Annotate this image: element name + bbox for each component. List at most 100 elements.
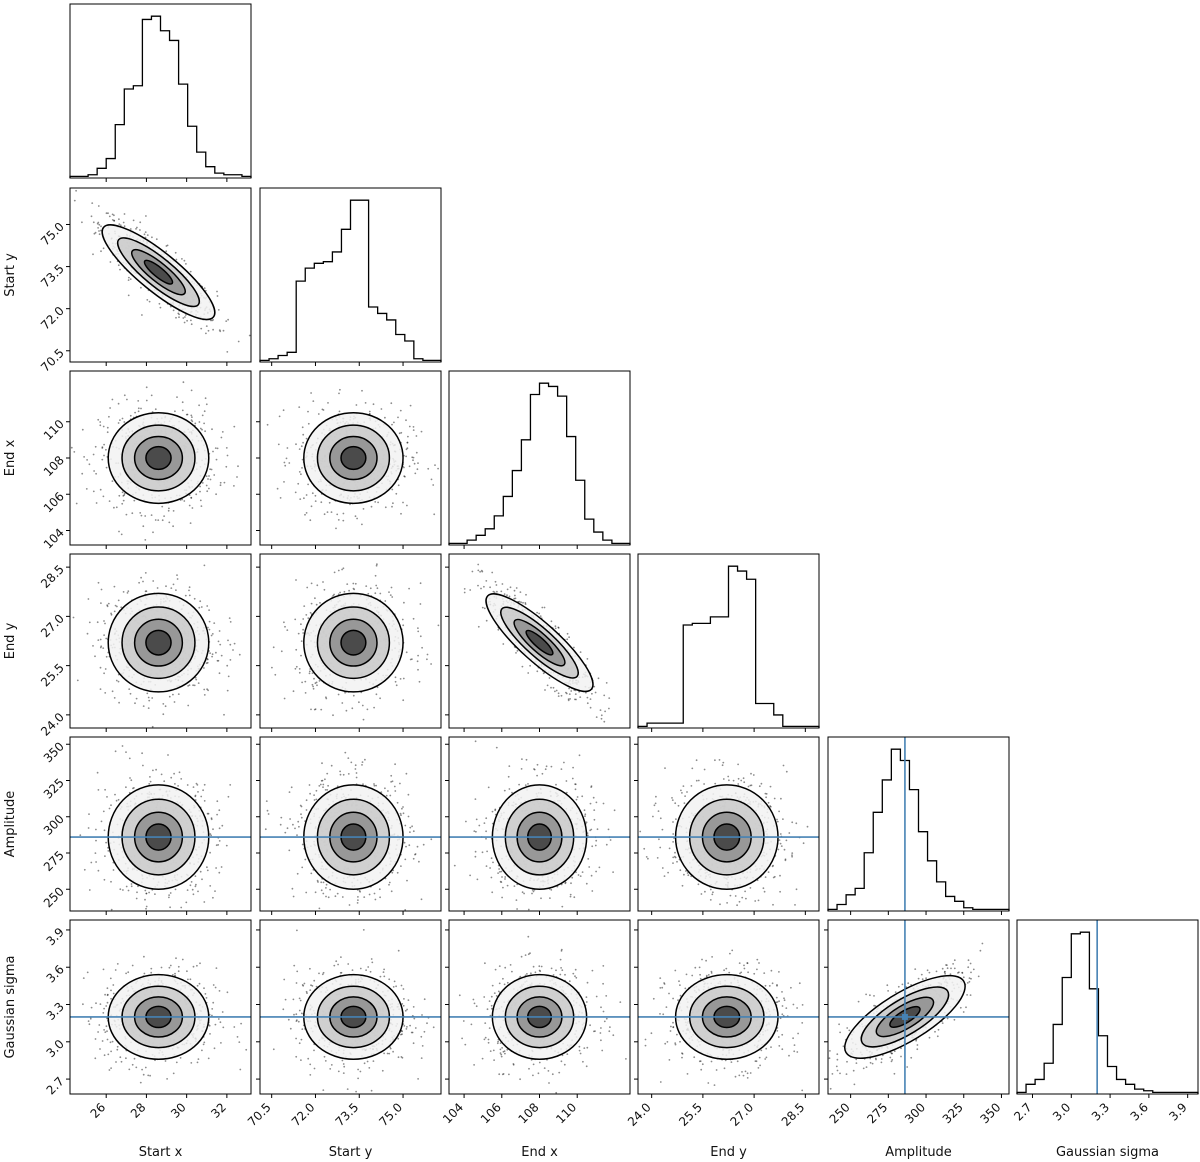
sample-point <box>175 589 177 591</box>
sample-point <box>188 594 191 597</box>
sample-point <box>237 465 239 468</box>
sample-point <box>437 624 440 627</box>
sample-point <box>148 891 151 894</box>
sample-point <box>480 569 483 572</box>
sample-point <box>292 690 295 693</box>
sample-point <box>119 419 121 421</box>
sample-point <box>295 648 298 651</box>
sample-point <box>219 330 222 333</box>
sample-point <box>154 408 157 411</box>
sample-point <box>140 576 143 579</box>
histogram-end_y <box>637 565 820 728</box>
sample-point <box>198 606 201 609</box>
sample-point <box>557 626 560 629</box>
sample-point <box>322 881 325 884</box>
sample-point <box>73 451 76 453</box>
sample-point <box>191 416 193 418</box>
sample-point <box>108 215 111 218</box>
sample-point <box>134 411 137 414</box>
sample-point <box>362 783 364 786</box>
sample-point <box>207 478 209 480</box>
sample-point <box>93 470 95 472</box>
sample-point <box>300 816 303 819</box>
sample-point <box>201 878 203 881</box>
sample-point <box>168 894 171 896</box>
sample-point <box>189 884 192 887</box>
sample-point <box>162 713 165 716</box>
sample-point <box>209 468 212 471</box>
sample-point <box>333 593 335 596</box>
sample-point <box>178 771 181 774</box>
sample-point <box>390 774 393 777</box>
sample-point <box>163 780 166 783</box>
sample-point <box>118 701 120 704</box>
sample-point <box>402 677 405 680</box>
sample-point <box>212 450 214 453</box>
sample-point <box>516 650 519 652</box>
sample-point <box>418 860 420 863</box>
sample-point <box>313 794 315 796</box>
sample-point <box>205 325 208 327</box>
sample-point <box>170 776 173 779</box>
sample-point <box>302 441 304 444</box>
sample-point <box>412 426 415 428</box>
sample-point <box>322 783 325 786</box>
panel-amplitude-start_y <box>256 736 442 915</box>
sample-point <box>129 692 132 695</box>
sample-point <box>118 223 121 226</box>
sample-point <box>608 697 611 699</box>
sample-point <box>477 569 480 572</box>
sample-point <box>75 189 77 192</box>
sample-point <box>117 422 120 424</box>
sample-point <box>94 445 97 448</box>
sample-point <box>203 783 206 786</box>
sample-point <box>129 228 132 230</box>
sample-point <box>99 638 102 641</box>
sample-point <box>311 683 314 686</box>
sample-point <box>352 694 355 697</box>
sample-point <box>190 419 193 421</box>
sample-point <box>104 692 107 694</box>
sample-point <box>190 496 193 499</box>
sample-point <box>544 689 546 691</box>
sample-point <box>210 634 213 637</box>
density-contours <box>107 411 210 505</box>
sample-point <box>129 278 132 280</box>
sample-point <box>114 793 116 796</box>
sample-point <box>539 615 542 617</box>
sample-point <box>103 829 106 832</box>
sample-point <box>579 651 582 653</box>
sample-point <box>324 778 326 781</box>
sample-point <box>200 327 203 330</box>
sample-point <box>215 844 218 847</box>
sample-point <box>203 564 206 567</box>
sample-point <box>211 428 213 431</box>
sample-point <box>361 389 363 392</box>
sample-point <box>141 752 144 755</box>
sample-point <box>362 718 365 721</box>
panel-end_x-start_x <box>66 370 252 549</box>
sample-point <box>418 680 421 683</box>
sample-point <box>515 587 518 589</box>
sample-point <box>560 694 563 697</box>
panel-end_x-end_x <box>448 370 631 549</box>
sample-point <box>356 517 358 520</box>
sample-point <box>379 592 382 595</box>
sample-point <box>216 800 219 803</box>
sample-point <box>217 309 220 311</box>
sample-point <box>366 708 369 711</box>
sample-point <box>142 705 145 707</box>
sample-point <box>135 228 137 230</box>
sample-point <box>114 750 117 753</box>
sample-point <box>220 866 223 868</box>
sample-point <box>70 446 73 449</box>
sample-point <box>400 512 402 515</box>
sample-point <box>374 501 377 503</box>
sample-point <box>419 635 422 638</box>
panel-end_y-end_x <box>445 553 631 732</box>
sample-point <box>314 597 316 600</box>
sample-point <box>233 485 235 487</box>
sample-point <box>194 422 197 425</box>
sample-point <box>326 511 329 513</box>
